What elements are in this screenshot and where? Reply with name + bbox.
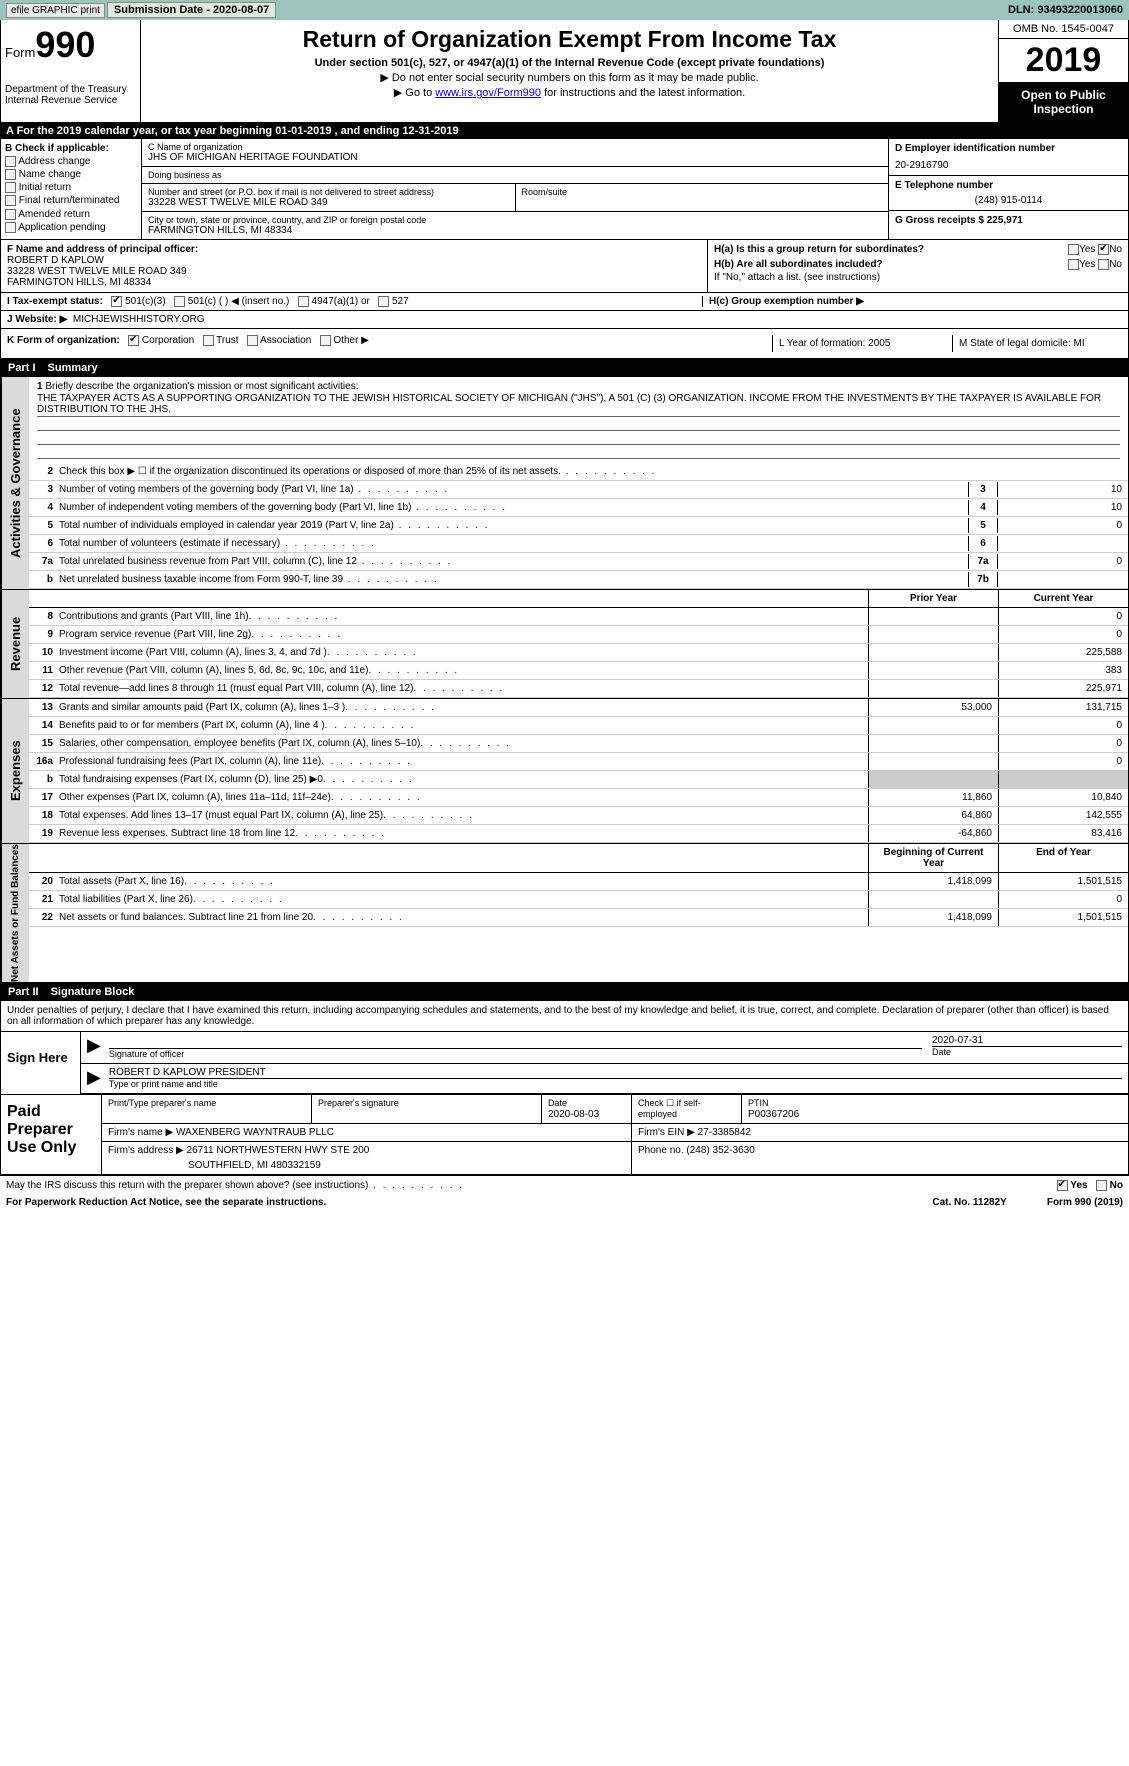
- perjury-declaration: Under penalties of perjury, I declare th…: [1, 1001, 1128, 1032]
- irs-link[interactable]: www.irs.gov/Form990: [435, 87, 541, 99]
- tax-year: 2019: [999, 39, 1128, 82]
- exp-row-19: 19Revenue less expenses. Subtract line 1…: [29, 825, 1128, 843]
- subtitle-1: Under section 501(c), 527, or 4947(a)(1)…: [147, 57, 992, 69]
- gov-row-5: 5Total number of individuals employed in…: [29, 517, 1128, 535]
- ha-no-checkbox[interactable]: [1098, 244, 1109, 255]
- state-domicile: M State of legal domicile: MI: [952, 335, 1122, 352]
- rev-row-10: 10Investment income (Part VIII, column (…: [29, 644, 1128, 662]
- row-k: K Form of organization: Corporation Trus…: [0, 329, 1129, 359]
- na-tab: Net Assets or Fund Balances: [1, 844, 29, 982]
- website: MICHJEWISHHISTORY.ORG: [73, 314, 205, 325]
- city-state-zip: FARMINGTON HILLS, MI 48334: [148, 225, 882, 236]
- checkbox-application-pending: Application pending: [5, 222, 137, 233]
- discuss-no-checkbox[interactable]: [1096, 1180, 1107, 1191]
- form-header: Form990 Department of the Treasury Inter…: [0, 20, 1129, 123]
- na-row-22: 22Net assets or fund balances. Subtract …: [29, 909, 1128, 927]
- gov-row-3: 3Number of voting members of the governi…: [29, 481, 1128, 499]
- checkbox-initial-return: Initial return: [5, 182, 137, 193]
- rev-row-8: 8Contributions and grants (Part VIII, li…: [29, 608, 1128, 626]
- gross-receipts: G Gross receipts $ 225,971: [895, 215, 1122, 226]
- mission-text: THE TAXPAYER ACTS AS A SUPPORTING ORGANI…: [37, 392, 1120, 417]
- revenue-section: Revenue Prior YearCurrent Year 8Contribu…: [0, 590, 1129, 699]
- hb-no-checkbox[interactable]: [1098, 259, 1109, 270]
- exp-row-b: bTotal fundraising expenses (Part IX, co…: [29, 771, 1128, 789]
- sign-here-label: Sign Here: [1, 1032, 81, 1094]
- gov-row-b: bNet unrelated business taxable income f…: [29, 571, 1128, 589]
- checkbox-address-change: Address change: [5, 156, 137, 167]
- discuss-row: May the IRS discuss this return with the…: [0, 1175, 1129, 1195]
- rev-tab: Revenue: [1, 590, 29, 698]
- form-title: Return of Organization Exempt From Incom…: [147, 26, 992, 53]
- submission-date: Submission Date - 2020-08-07: [107, 2, 276, 18]
- department: Department of the Treasury Internal Reve…: [5, 84, 136, 106]
- part-1-header: Part ISummary: [0, 359, 1129, 377]
- form-prefix: Form: [5, 45, 35, 60]
- signature-block: Under penalties of perjury, I declare th…: [0, 1001, 1129, 1095]
- checkbox-name-change: Name change: [5, 169, 137, 180]
- paid-preparer: Paid Preparer Use Only Print/Type prepar…: [0, 1095, 1129, 1175]
- gov-row-6: 6Total number of volunteers (estimate if…: [29, 535, 1128, 553]
- subtitle-2: ▶ Do not enter social security numbers o…: [147, 71, 992, 84]
- expenses-section: Expenses 13Grants and similar amounts pa…: [0, 699, 1129, 844]
- year-formation: L Year of formation: 2005: [772, 335, 952, 352]
- ein: 20-2916790: [895, 160, 1122, 171]
- dln: DLN: 93493220013060: [1008, 4, 1123, 16]
- exp-tab: Expenses: [1, 699, 29, 843]
- street-address: 33228 WEST TWELVE MILE ROAD 349: [148, 197, 509, 208]
- na-row-20: 20Total assets (Part X, line 16)1,418,09…: [29, 873, 1128, 891]
- checkbox-final-return-terminated: Final return/terminated: [5, 195, 137, 206]
- rev-row-9: 9Program service revenue (Part VIII, lin…: [29, 626, 1128, 644]
- org-name: JHS OF MICHIGAN HERITAGE FOUNDATION: [148, 152, 882, 163]
- efile-button[interactable]: efile GRAPHIC print: [6, 3, 105, 18]
- pra-notice: For Paperwork Reduction Act Notice, see …: [6, 1197, 326, 1208]
- exp-row-16a: 16aProfessional fundraising fees (Part I…: [29, 753, 1128, 771]
- na-row-21: 21Total liabilities (Part X, line 26)0: [29, 891, 1128, 909]
- exp-row-15: 15Salaries, other compensation, employee…: [29, 735, 1128, 753]
- exp-row-13: 13Grants and similar amounts paid (Part …: [29, 699, 1128, 717]
- topbar: efile GRAPHIC print Submission Date - 20…: [0, 0, 1129, 20]
- open-to-public: Open to Public Inspection: [999, 82, 1128, 122]
- hb-yes-checkbox[interactable]: [1068, 259, 1079, 270]
- section-b: B Check if applicable: Address change Na…: [0, 139, 1129, 240]
- form-number: 990: [35, 24, 95, 65]
- gov-row-7a: 7aTotal unrelated business revenue from …: [29, 553, 1128, 571]
- officer-signature-name: ROBERT D KAPLOW PRESIDENT: [109, 1067, 1122, 1079]
- gov-row-4: 4Number of independent voting members of…: [29, 499, 1128, 517]
- row-j: J Website: ▶ MICHJEWISHHISTORY.ORG: [0, 311, 1129, 329]
- row-f-h: F Name and address of principal officer:…: [0, 240, 1129, 293]
- col-b-header: B Check if applicable:: [5, 143, 137, 154]
- row-i: I Tax-exempt status: 501(c)(3) 501(c) ( …: [0, 293, 1129, 311]
- omb-number: OMB No. 1545-0047: [999, 20, 1128, 39]
- rev-row-12: 12Total revenue—add lines 8 through 11 (…: [29, 680, 1128, 698]
- ha-yes-checkbox[interactable]: [1068, 244, 1079, 255]
- checkbox-amended-return: Amended return: [5, 209, 137, 220]
- exp-row-14: 14Benefits paid to or for members (Part …: [29, 717, 1128, 735]
- activities-governance: Activities & Governance 1 Briefly descri…: [0, 377, 1129, 590]
- line-a: A For the 2019 calendar year, or tax yea…: [0, 123, 1129, 139]
- net-assets-section: Net Assets or Fund Balances Beginning of…: [0, 844, 1129, 983]
- discuss-yes-checkbox[interactable]: [1057, 1180, 1068, 1191]
- cat-no: Cat. No. 11282Y: [932, 1197, 1006, 1208]
- exp-row-18: 18Total expenses. Add lines 13–17 (must …: [29, 807, 1128, 825]
- officer-name: ROBERT D KAPLOW: [7, 255, 701, 266]
- gov-row-2: 2Check this box ▶ ☐ if the organization …: [29, 463, 1128, 481]
- part-2-header: Part IISignature Block: [0, 983, 1129, 1001]
- firm-name: WAXENBERG WAYNTRAUB PLLC: [176, 1127, 334, 1138]
- rev-row-11: 11Other revenue (Part VIII, column (A), …: [29, 662, 1128, 680]
- exp-row-17: 17Other expenses (Part IX, column (A), l…: [29, 789, 1128, 807]
- form-footer: Form 990 (2019): [1047, 1197, 1123, 1208]
- telephone: (248) 915-0114: [895, 195, 1122, 206]
- gov-tab: Activities & Governance: [1, 377, 29, 589]
